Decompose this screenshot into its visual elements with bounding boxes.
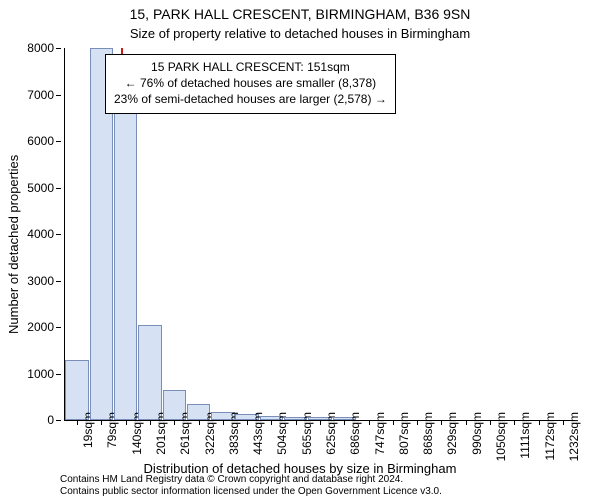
attribution-line-1: Contains HM Land Registry data © Crown c… — [60, 474, 442, 486]
x-tick-mark — [199, 420, 200, 425]
annotation-box: 15 PARK HALL CRESCENT: 151sqm ← 76% of d… — [105, 54, 396, 114]
attribution: Contains HM Land Registry data © Crown c… — [60, 474, 442, 498]
x-tick: 747sqm — [373, 412, 387, 455]
x-tick: 990sqm — [470, 412, 484, 455]
x-tick-mark — [441, 420, 442, 425]
x-tick: 807sqm — [397, 412, 411, 455]
chart-subtitle: Size of property relative to detached ho… — [0, 26, 600, 41]
bar — [138, 325, 162, 420]
x-tick: 1172sqm — [543, 412, 557, 460]
y-tick: 8000 — [0, 41, 60, 55]
x-tick: 929sqm — [445, 412, 459, 455]
x-tick: 1050sqm — [494, 412, 508, 461]
x-tick-mark — [126, 420, 127, 425]
chart-frame: 15, PARK HALL CRESCENT, BIRMINGHAM, B36 … — [0, 0, 600, 500]
x-tick-mark — [101, 420, 102, 425]
x-tick-mark — [514, 420, 515, 425]
attribution-line-2: Contains public sector information licen… — [60, 486, 442, 498]
x-tick-mark — [344, 420, 345, 425]
y-tick: 7000 — [0, 88, 60, 102]
x-tick-mark — [369, 420, 370, 425]
x-tick-mark — [77, 420, 78, 425]
bar — [114, 83, 138, 420]
x-tick: 686sqm — [348, 412, 362, 455]
y-tick: 0 — [0, 413, 60, 427]
x-tick-mark — [223, 420, 224, 425]
annotation-line-3: 23% of semi-detached houses are larger (… — [114, 91, 387, 107]
x-tick-mark — [174, 420, 175, 425]
x-tick-mark — [247, 420, 248, 425]
x-tick: 1232sqm — [567, 412, 581, 461]
x-tick-mark — [563, 420, 564, 425]
y-tick: 5000 — [0, 181, 60, 195]
y-tick: 2000 — [0, 320, 60, 334]
y-tick: 1000 — [0, 367, 60, 381]
x-tick-mark — [296, 420, 297, 425]
y-tick: 6000 — [0, 134, 60, 148]
x-tick-mark — [466, 420, 467, 425]
x-tick-mark — [539, 420, 540, 425]
y-tick: 3000 — [0, 274, 60, 288]
x-tick: 868sqm — [421, 412, 435, 455]
plot-area: 19sqm79sqm140sqm201sqm261sqm322sqm383sqm… — [64, 48, 575, 421]
x-tick-mark — [393, 420, 394, 425]
x-tick-mark — [490, 420, 491, 425]
x-tick: 1111sqm — [518, 412, 532, 459]
x-tick-mark — [271, 420, 272, 425]
annotation-line-2: ← 76% of detached houses are smaller (8,… — [114, 75, 387, 91]
x-tick-mark — [320, 420, 321, 425]
chart-title: 15, PARK HALL CRESCENT, BIRMINGHAM, B36 … — [0, 6, 600, 22]
y-tick: 4000 — [0, 227, 60, 241]
x-tick-mark — [417, 420, 418, 425]
annotation-line-1: 15 PARK HALL CRESCENT: 151sqm — [114, 59, 387, 75]
bar — [65, 360, 89, 420]
x-tick-mark — [150, 420, 151, 425]
